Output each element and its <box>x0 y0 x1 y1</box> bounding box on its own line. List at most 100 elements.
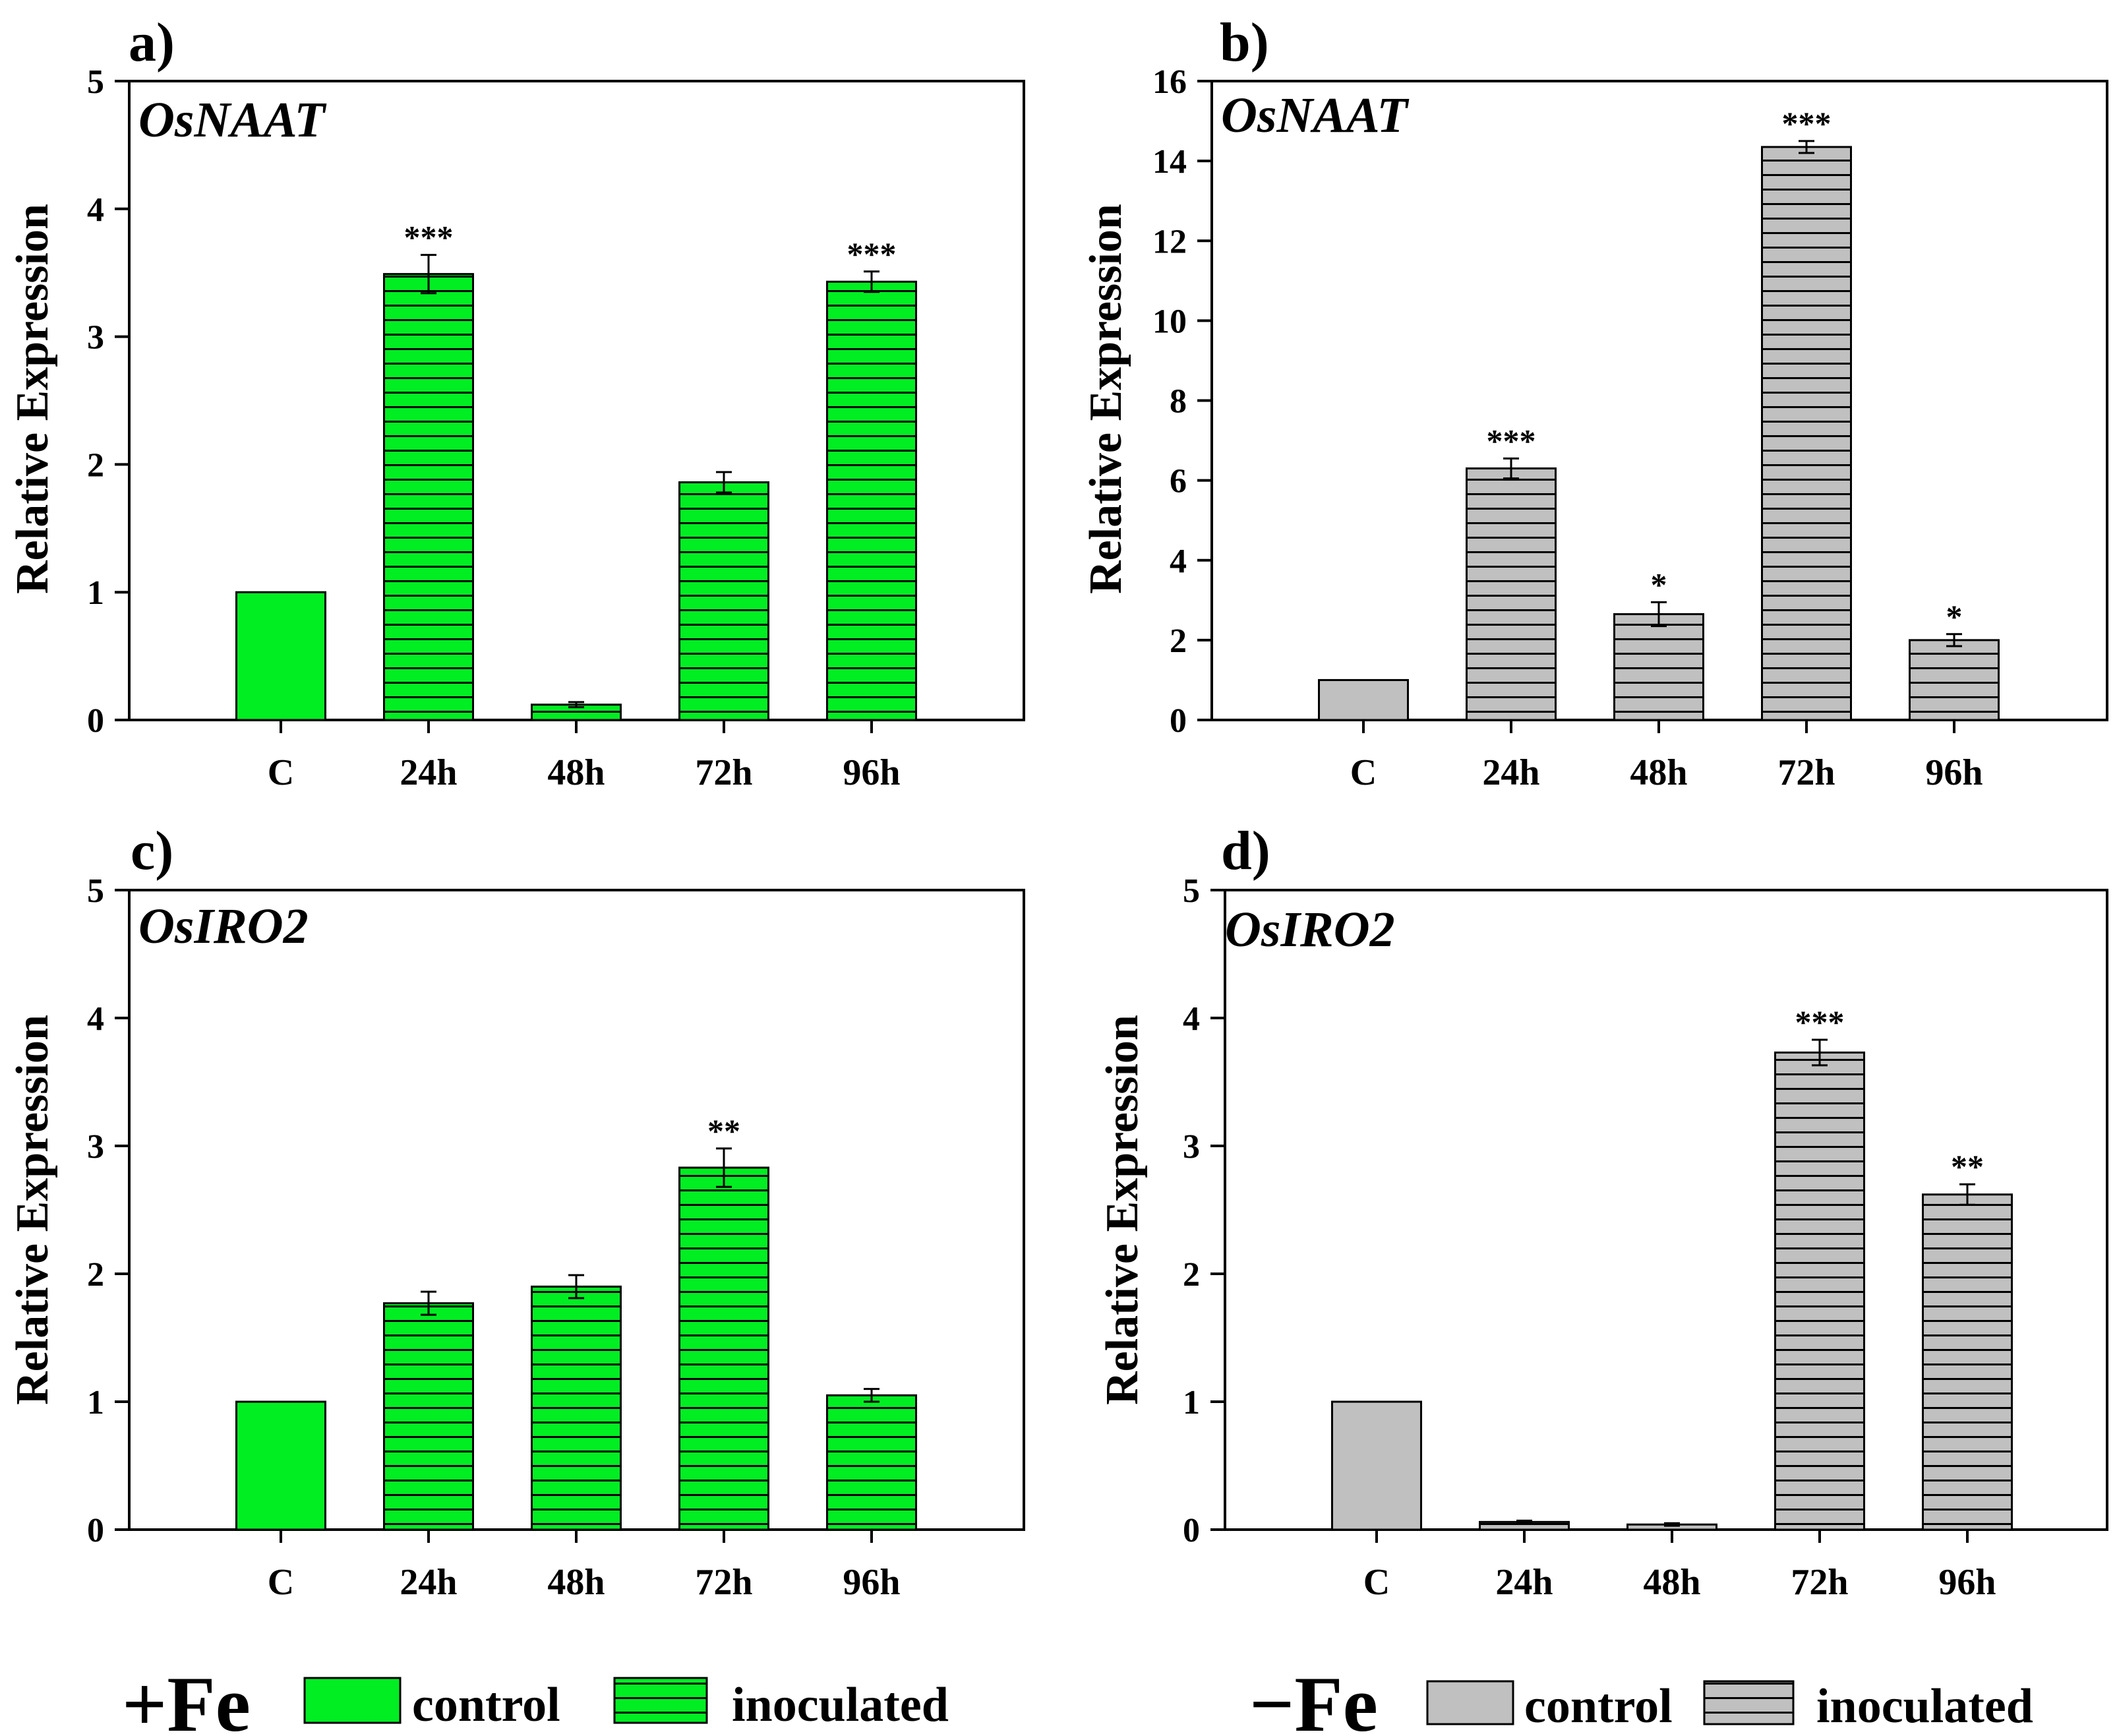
error-bar <box>421 1290 436 1316</box>
error-bar <box>1516 1519 1532 1524</box>
y-tick-label: 3 <box>87 319 104 357</box>
error-bar <box>1651 601 1667 628</box>
legend-plus-fe: +Fe control inoculated <box>122 1660 949 1736</box>
y-tick-label: 4 <box>1170 543 1187 580</box>
y-tick-label: 16 <box>1152 63 1187 101</box>
legend-plus-inoculated-label: inoculated <box>732 1678 949 1732</box>
error-bar <box>1799 140 1814 154</box>
bar-72h <box>1774 1051 1865 1531</box>
x-tick-label: C <box>1350 752 1377 793</box>
y-tick-label: 8 <box>1170 383 1187 421</box>
legend-plus-fe-sign: +Fe <box>122 1660 251 1736</box>
bar-96h <box>826 280 917 721</box>
y-tick-label: 5 <box>1183 872 1200 910</box>
y-tick-label: 0 <box>87 1512 104 1549</box>
y-axis-label: Relative Expression <box>7 1015 58 1405</box>
x-tick-label: C <box>1363 1562 1390 1603</box>
y-axis-label: Relative Expression <box>1081 204 1131 594</box>
gene-title: OsNAAT <box>1221 88 1410 143</box>
legend-plus-inoculated-swatch <box>613 1677 708 1724</box>
error-bar <box>1946 633 1962 647</box>
error-bar <box>1812 1038 1828 1067</box>
y-tick-label: 2 <box>87 1256 104 1294</box>
y-tick-label: 5 <box>87 63 104 101</box>
x-tick-label: 72h <box>1791 1562 1848 1603</box>
bar-96h <box>826 1394 917 1531</box>
legend-minus-inoculated-swatch <box>1703 1680 1795 1725</box>
y-tick-label: 1 <box>1183 1384 1200 1422</box>
x-tick-label: C <box>268 1562 294 1603</box>
y-tick-label: 1 <box>87 574 104 612</box>
panel-letter: b) <box>1220 12 1269 73</box>
error-bar <box>716 1147 732 1188</box>
y-tick-label: 12 <box>1152 223 1187 260</box>
panel-2: 0 2 4 6 8 10 12 14 16 Relative Expression b) OsNAAT… <box>1081 12 2108 793</box>
x-tick-label: 96h <box>1925 752 1983 793</box>
bar-48h <box>531 1285 622 1531</box>
x-tick-label: 72h <box>1777 752 1835 793</box>
y-tick-label: 5 <box>87 872 104 910</box>
panel-1: 0 1 2 3 4 5 Relative Expression a) OsNAAT C 24h ***… <box>7 12 1025 793</box>
y-axis-label: Relative Expression <box>7 204 58 594</box>
y-tick-label: 6 <box>1170 463 1187 500</box>
bar-C <box>235 1400 326 1531</box>
legend-minus-fe-sign: −Fe <box>1249 1660 1378 1736</box>
legend-plus-control-swatch <box>303 1677 402 1724</box>
bar-C <box>1318 678 1409 721</box>
panel-letter: c) <box>131 820 173 882</box>
error-bar <box>568 1274 584 1300</box>
gene-title: OsNAAT <box>138 92 327 148</box>
bar-72h <box>678 481 769 721</box>
legend-minus-inoculated-label: inoculated <box>1816 1679 2033 1733</box>
significance-label: ** <box>707 1112 740 1149</box>
error-bar <box>1959 1183 1975 1206</box>
y-tick-label: 3 <box>87 1128 104 1166</box>
bar-72h <box>1761 146 1852 721</box>
error-bar <box>1503 457 1519 480</box>
panel-4: 0 1 2 3 4 5 Relative Expression d) OsIRO2 C 24h 48h… <box>1097 820 2108 1603</box>
x-tick-label: 72h <box>695 752 752 793</box>
x-tick-label: 24h <box>1482 752 1539 793</box>
y-tick-label: 2 <box>1170 622 1187 660</box>
error-bar <box>568 701 584 709</box>
error-bar <box>716 471 732 494</box>
panel-letter: d) <box>1221 820 1270 882</box>
y-tick-label: 0 <box>1170 702 1187 740</box>
x-tick-label: 72h <box>695 1562 752 1603</box>
error-bar <box>1664 1522 1680 1527</box>
bar-96h <box>1909 639 2000 721</box>
bar-72h <box>678 1166 769 1531</box>
bar-C <box>235 591 326 721</box>
y-tick-label: 3 <box>1183 1128 1200 1166</box>
error-bar <box>421 254 436 295</box>
y-tick-label: 4 <box>1183 1000 1200 1038</box>
x-tick-label: 96h <box>843 752 900 793</box>
x-tick-label: 48h <box>1643 1562 1700 1603</box>
legend-plus-control-label: control <box>412 1678 560 1732</box>
y-tick-label: 4 <box>87 191 104 229</box>
x-tick-label: 24h <box>400 752 457 793</box>
significance-label: *** <box>1795 1003 1845 1040</box>
gene-title: OsIRO2 <box>138 899 309 954</box>
gene-title: OsIRO2 <box>1225 902 1395 957</box>
y-tick-label: 1 <box>87 1384 104 1422</box>
bar-96h <box>1922 1193 2013 1531</box>
legend-minus-fe: −Fe control inoculated <box>1249 1660 2033 1736</box>
significance-label: *** <box>847 235 897 272</box>
x-tick-label: 24h <box>1495 1562 1553 1603</box>
panel-letter: a) <box>129 12 175 73</box>
y-tick-label: 2 <box>1183 1256 1200 1294</box>
significance-label: *** <box>1782 105 1832 142</box>
x-tick-label: 48h <box>547 1562 605 1603</box>
bar-24h <box>383 1302 474 1531</box>
error-bar <box>864 1388 880 1403</box>
significance-label: * <box>1946 598 1963 635</box>
bar-24h <box>1466 467 1557 721</box>
bar-C <box>1331 1400 1422 1531</box>
y-axis-label: Relative Expression <box>1097 1015 1148 1405</box>
legend-minus-control-label: control <box>1524 1679 1673 1733</box>
x-tick-label: 96h <box>843 1562 900 1603</box>
x-tick-label: C <box>268 752 294 793</box>
